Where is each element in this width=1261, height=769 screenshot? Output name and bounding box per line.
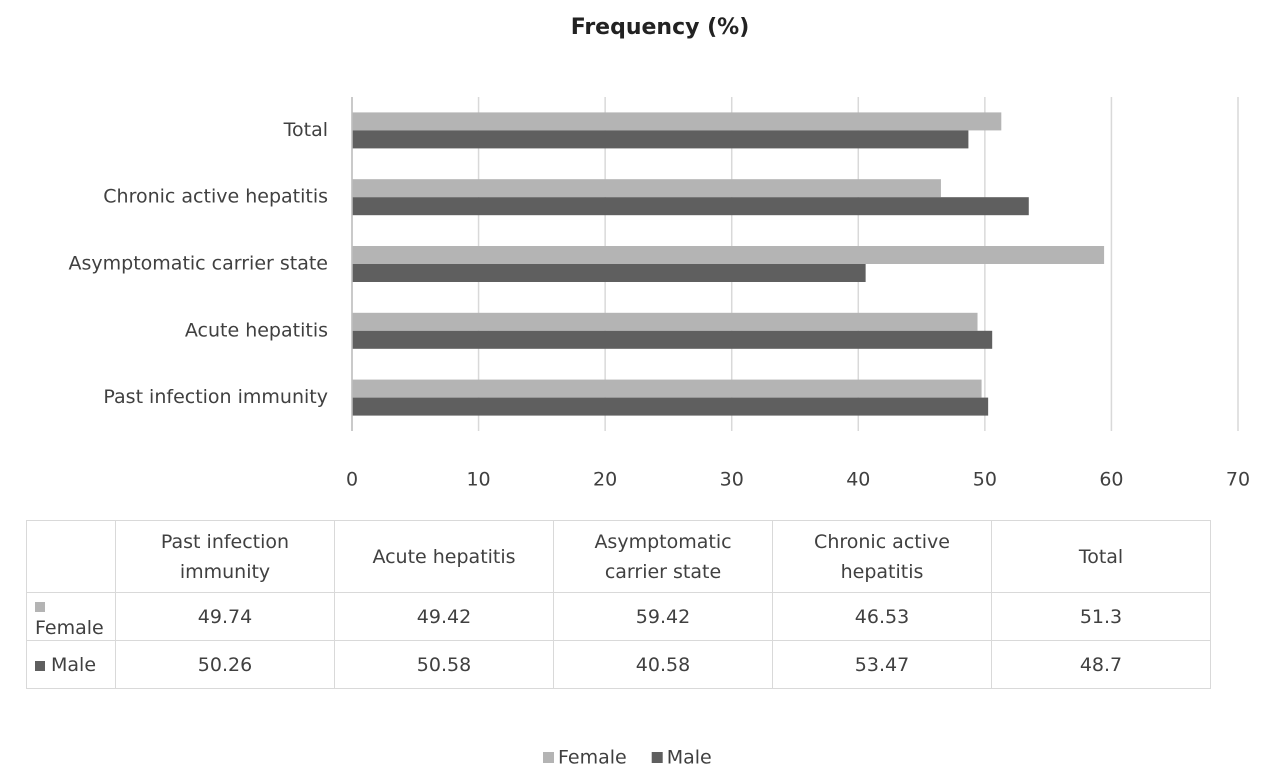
y-tick-label: Chronic active hepatitis xyxy=(103,186,328,208)
legend-swatch xyxy=(651,752,663,763)
table-header: Past infection immunity xyxy=(115,520,335,593)
legend-swatch xyxy=(35,601,45,612)
table-cell: 59.42 xyxy=(553,592,773,641)
table-cell: 49.74 xyxy=(115,592,335,641)
x-tick-label: 70 xyxy=(1226,469,1250,491)
x-tick-label: 60 xyxy=(1099,469,1123,491)
bar xyxy=(352,264,866,282)
table-header: Chronic active hepatitis xyxy=(772,520,992,593)
legend-swatch xyxy=(35,660,45,671)
row-label: Female xyxy=(26,592,116,641)
row-label-text: Male xyxy=(51,653,97,676)
table-cell: 46.53 xyxy=(772,592,992,641)
table-row: Male 50.26 50.58 40.58 53.47 48.7 xyxy=(26,640,1211,689)
y-tick-label: Asymptomatic carrier state xyxy=(69,253,328,275)
x-tick-label: 40 xyxy=(846,469,870,491)
bar xyxy=(352,246,1105,264)
table-cell: 50.26 xyxy=(115,640,335,689)
legend-label: Female xyxy=(558,747,627,769)
row-label-text: Female xyxy=(35,616,104,639)
y-tick-label: Acute hepatitis xyxy=(185,319,328,341)
legend-label: Male xyxy=(667,747,712,769)
table-cell: 53.47 xyxy=(772,640,992,689)
data-table: Past infection immunity Acute hepatitis As… xyxy=(26,520,1211,689)
table-header-row: Past infection immunity Acute hepatitis As… xyxy=(26,520,1211,593)
bar xyxy=(352,130,969,149)
table-header: Total xyxy=(991,520,1211,593)
y-tick-label: Total xyxy=(283,119,328,141)
x-tick-label: 30 xyxy=(720,469,744,491)
x-tick-label: 20 xyxy=(593,469,617,491)
x-tick-label: 50 xyxy=(973,469,997,491)
row-label: Male xyxy=(26,640,116,689)
table-header: Asymptomatic carrier state xyxy=(553,520,773,593)
table-row: Female 49.74 49.42 59.42 46.53 51.3 xyxy=(26,592,1211,641)
table-cell: 50.58 xyxy=(334,640,554,689)
table-cell: 48.7 xyxy=(991,640,1211,689)
x-tick-label: 10 xyxy=(466,469,490,491)
bar xyxy=(352,179,941,198)
table-cell: 51.3 xyxy=(991,592,1211,641)
chart-title: Frequency (%) xyxy=(571,15,750,40)
bar xyxy=(352,397,989,416)
bar xyxy=(352,112,1002,131)
bar xyxy=(352,197,1029,216)
legend-swatch xyxy=(543,752,554,763)
bar xyxy=(352,312,978,331)
table-corner xyxy=(26,520,116,593)
table-cell: 49.42 xyxy=(334,592,554,641)
table-header: Acute hepatitis xyxy=(334,520,554,593)
y-tick-label: Past infection immunity xyxy=(103,386,328,408)
x-tick-label: 0 xyxy=(346,469,358,491)
bar xyxy=(352,330,993,349)
bar xyxy=(352,379,982,398)
table-cell: 40.58 xyxy=(553,640,773,689)
